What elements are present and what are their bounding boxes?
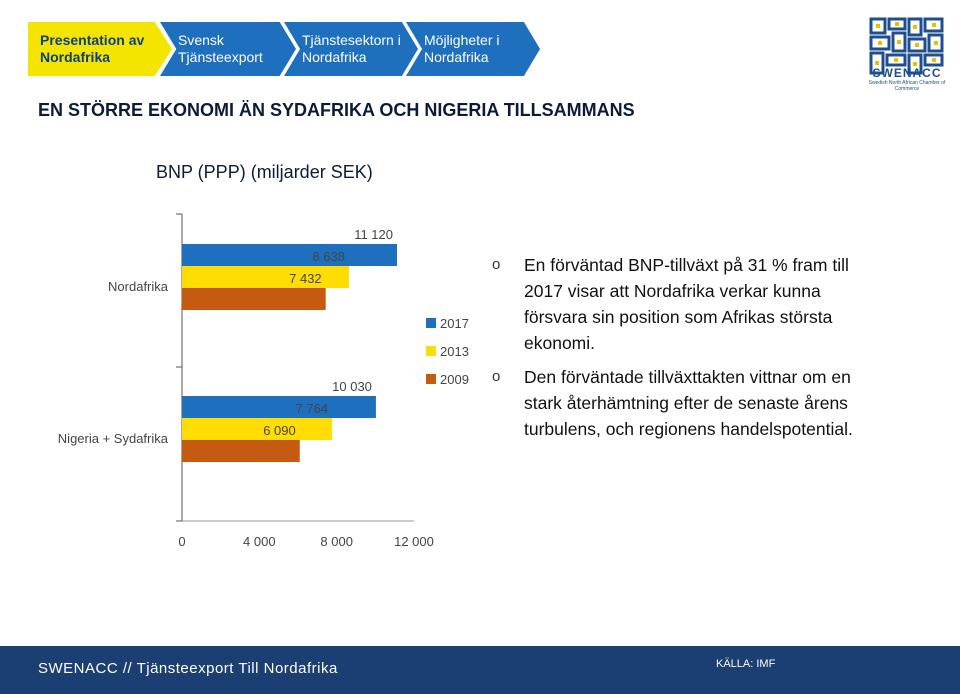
data-label: 11 120 (354, 227, 393, 242)
legend-swatch-2009 (426, 374, 436, 384)
bullet-item: o En förväntad BNP-tillväxt på 31 % fram… (492, 252, 872, 356)
chart-title: BNP (PPP) (miljarder SEK) (156, 162, 373, 182)
x-tick-label: 0 (178, 534, 185, 549)
bullet-item: o Den förväntade tillväxttakten vittnar … (492, 364, 872, 442)
category-label: Nigeria + Sydafrika (58, 431, 169, 446)
bar-2009 (182, 288, 326, 310)
nav-step-label: Presentation av Nordafrika (40, 32, 145, 65)
bullet-marker: o (492, 368, 501, 385)
data-label: 7 432 (289, 271, 322, 286)
footer-text: SWENACC // Tjänsteexport Till Nordafrika (38, 660, 338, 677)
legend-swatch-2013 (426, 346, 436, 356)
gdp-bar-chart: Nordafrika 11 120 8 638 7 432 Nigeria + Syda… (58, 213, 469, 549)
nav-step-tjanstesektorn[interactable]: Tjänstesektorn i Nordafrika (284, 22, 418, 76)
nav-step-label: Möjligheter i Nordafrika (424, 32, 500, 65)
bullet-text: Den förväntade tillväxttakten vittnar om… (524, 367, 853, 439)
data-label: 6 090 (263, 423, 296, 438)
legend-label: 2013 (440, 344, 469, 359)
bar-2009 (182, 440, 300, 462)
legend-label: 2009 (440, 372, 469, 387)
x-tick-label: 8 000 (320, 534, 353, 549)
bar-2013 (182, 418, 333, 440)
x-tick-label: 12 000 (394, 534, 434, 549)
data-label: 10 030 (332, 379, 372, 394)
nav-step-label: Svensk Tjänsteexport (178, 32, 263, 65)
nav-step-svensk-tjansteexport[interactable]: Svensk Tjänsteexport (160, 22, 296, 76)
swenacc-logo (868, 16, 946, 78)
footer-bar: SWENACC // Tjänsteexport Till Nordafrika… (0, 646, 960, 694)
data-label: 7 764 (296, 401, 329, 416)
nav-step-mojligheter[interactable]: Möjligheter i Nordafrika (406, 22, 540, 76)
bullet-text: En förväntad BNP-tillväxt på 31 % fram t… (524, 255, 849, 353)
x-tick-label: 4 000 (243, 534, 276, 549)
legend-swatch-2017 (426, 318, 436, 328)
bullet-list: o En förväntad BNP-tillväxt på 31 % fram… (492, 252, 872, 450)
legend-label: 2017 (440, 316, 469, 331)
nav-step-label: Tjänstesektorn i Nordafrika (302, 32, 401, 65)
source-note: KÄLLA: IMF (716, 658, 776, 670)
bar-2013 (182, 266, 350, 288)
nav-step-presentation[interactable]: Presentation av Nordafrika (28, 22, 172, 76)
logo-subtitle: Swedish North African Chamber of Commerc… (868, 80, 946, 92)
bar-2017 (182, 396, 376, 418)
page-title: EN STÖRRE EKONOMI ÄN SYDAFRIKA OCH NIGER… (38, 100, 635, 120)
bullet-marker: o (492, 256, 501, 273)
logo-wordmark: SWENACC (872, 66, 942, 80)
category-label: Nordafrika (108, 279, 169, 294)
data-label: 8 638 (312, 249, 345, 264)
bar-2017 (182, 244, 397, 266)
